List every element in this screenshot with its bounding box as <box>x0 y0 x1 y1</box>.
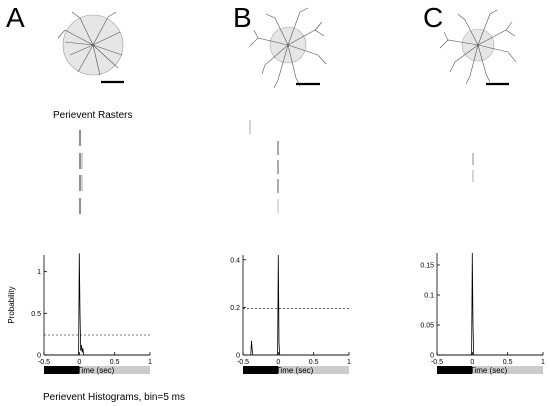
raster-title: Perievent Rasters <box>53 110 133 121</box>
x-axis-label: Time (sec) <box>470 366 508 375</box>
y-tick-label: 0.05 <box>420 323 434 330</box>
x-axis-label: Time (sec) <box>77 366 115 375</box>
y-tick-label: 0.1 <box>424 293 434 300</box>
x-tick-label: 0 <box>77 359 81 366</box>
x-tick-label: -0.5 <box>431 359 443 366</box>
histogram-caption: Perievent Histograms, bin=5 ms <box>43 392 186 403</box>
y-tick-label: 0.5 <box>31 311 41 318</box>
y-tick-label: 0.4 <box>230 257 240 264</box>
stimulus-bar-on <box>278 366 349 374</box>
histogram-trace <box>243 254 349 356</box>
y-tick-label: 0.15 <box>420 263 434 270</box>
y-tick-label: 0 <box>236 353 240 360</box>
y-tick-label: 1 <box>37 269 41 276</box>
rasters-a <box>79 130 83 214</box>
x-tick-label: 0.5 <box>503 359 513 366</box>
x-tick-label: -0.5 <box>237 359 249 366</box>
histogram-trace <box>44 253 150 356</box>
stimulus-bar-on <box>472 366 543 374</box>
stimulus-bar-off <box>44 366 80 374</box>
x-axis-label: Time (sec) <box>276 366 314 375</box>
neuron-drawing-c <box>439 9 517 86</box>
x-tick-label: 0.5 <box>110 359 120 366</box>
x-tick-label: 0.5 <box>309 359 319 366</box>
neuron-drawing-b <box>249 7 327 89</box>
x-tick-label: -0.5 <box>38 359 50 366</box>
stimulus-bar-off <box>437 366 473 374</box>
y-tick-label: 0.2 <box>230 305 240 312</box>
x-tick-label: 1 <box>347 359 351 366</box>
x-tick-label: 0 <box>276 359 280 366</box>
y-tick-label: 0 <box>37 353 41 360</box>
x-tick-label: 1 <box>148 359 152 366</box>
neuron-drawing-a <box>57 11 124 84</box>
panel-label-b: B <box>233 2 252 33</box>
panel-label-c: C <box>423 2 444 33</box>
stimulus-bar-off <box>243 366 279 374</box>
stimulus-bar-on <box>79 366 150 374</box>
rasters-b <box>249 120 279 213</box>
x-tick-label: 1 <box>541 359 545 366</box>
histogram-trace <box>437 252 543 356</box>
panel-label-a: A <box>6 2 25 33</box>
y-axis-label: Probability <box>7 286 16 323</box>
x-tick-label: 0 <box>470 359 474 366</box>
y-tick-label: 0 <box>430 353 434 360</box>
